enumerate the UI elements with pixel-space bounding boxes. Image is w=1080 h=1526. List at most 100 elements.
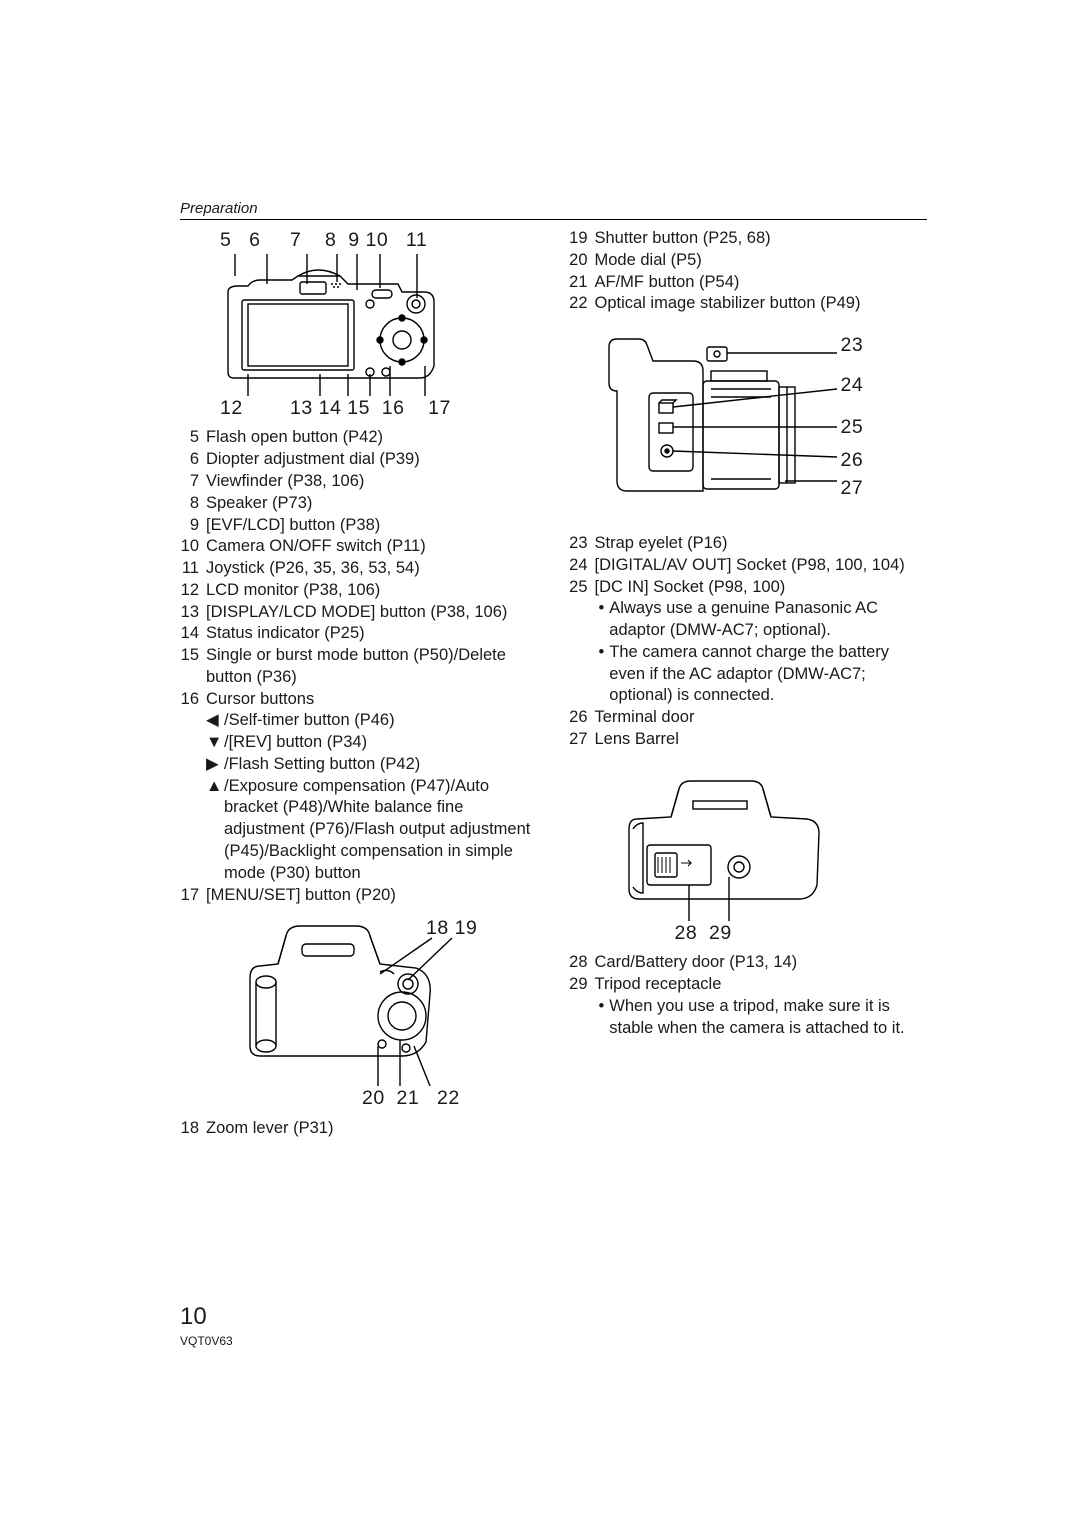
item-text: Flash open button (P42) [206, 427, 539, 449]
left-arrow-icon: ◀ [206, 710, 224, 732]
cursor-direction-text: /Self-timer button (P46) [224, 710, 395, 732]
parts-list-16: 16Cursor buttons [180, 689, 539, 711]
item-number: 21 [569, 272, 595, 294]
item-text: Shutter button (P25, 68) [595, 228, 928, 250]
item-number: 10 [180, 536, 206, 558]
camera-side-svg [599, 331, 859, 515]
list-item: 24[DIGITAL/AV OUT] Socket (P98, 100, 104… [569, 555, 928, 577]
item-text: Card/Battery door (P13, 14) [595, 952, 928, 974]
page-number: 10 [180, 1303, 207, 1331]
right-column: 19Shutter button (P25, 68)20Mode dial (P… [569, 228, 928, 1140]
cursor-direction-item: ◀/Self-timer button (P46) [180, 710, 539, 732]
cursor-direction-item: ▶/Flash Setting button (P42) [180, 754, 539, 776]
list-item: 7Viewfinder (P38, 106) [180, 471, 539, 493]
list-item: 10Camera ON/OFF switch (P11) [180, 536, 539, 558]
section-header: Preparation [180, 200, 927, 220]
item-text: Tripod receptacle [595, 974, 928, 996]
item-29-bullets: When you use a tripod, make sure it is s… [569, 996, 928, 1040]
item-text: Zoom lever (P31) [206, 1118, 539, 1140]
item-number: 24 [569, 555, 595, 577]
item-number: 20 [569, 250, 595, 272]
item-text: [DC IN] Socket (P98, 100) [595, 577, 928, 599]
list-item: 21AF/MF button (P54) [569, 272, 928, 294]
item-number: 15 [180, 645, 206, 689]
item-number: 5 [180, 427, 206, 449]
parts-list-19-22: 19Shutter button (P25, 68)20Mode dial (P… [569, 228, 928, 315]
diagram-labels-20-22: 20 21 22 [230, 1086, 539, 1112]
list-item: 19Shutter button (P25, 68) [569, 228, 928, 250]
sub-bullet-text: Always use a genuine Panasonic AC adapto… [609, 598, 927, 642]
sub-bullet: Always use a genuine Panasonic AC adapto… [595, 598, 928, 642]
two-column-layout: 5 6 7 8 9 10 11 [180, 228, 927, 1140]
item-text: Terminal door [595, 707, 928, 729]
label-23: 23 [841, 333, 864, 359]
item-number: 14 [180, 623, 206, 645]
list-item: 5Flash open button (P42) [180, 427, 539, 449]
down-arrow-icon: ▼ [206, 732, 224, 754]
item-text: Diopter adjustment dial (P39) [206, 449, 539, 471]
item-text: Speaker (P73) [206, 493, 539, 515]
item-text: [DIGITAL/AV OUT] Socket (P98, 100, 104) [595, 555, 928, 577]
diagram-labels-23-27: 23 24 25 26 27 [841, 333, 864, 502]
item-number: 13 [180, 602, 206, 624]
list-item: 27Lens Barrel [569, 729, 928, 751]
manual-page: Preparation 5 6 7 8 9 10 11 [0, 0, 1080, 1526]
diagram-labels-28-29: 28 29 [619, 921, 928, 947]
document-code: VQT0V63 [180, 1334, 233, 1348]
label-27: 27 [841, 476, 864, 502]
parts-list-23-24: 23Strap eyelet (P16)24[DIGITAL/AV OUT] S… [569, 533, 928, 577]
label-25: 25 [841, 415, 864, 441]
list-item: 9[EVF/LCD] button (P38) [180, 515, 539, 537]
right-arrow-icon: ▶ [206, 754, 224, 776]
list-item: 22Optical image stabilizer button (P49) [569, 293, 928, 315]
parts-list-25: 25[DC IN] Socket (P98, 100) [569, 577, 928, 599]
parts-list-26-27: 26Terminal door27Lens Barrel [569, 707, 928, 751]
item-number: 27 [569, 729, 595, 751]
up-arrow-icon: ▲ [206, 776, 224, 885]
item-text: Status indicator (P25) [206, 623, 539, 645]
list-item: 6Diopter adjustment dial (P39) [180, 449, 539, 471]
camera-side-diagram: 23 24 25 26 27 [569, 315, 928, 527]
label-26: 26 [841, 448, 864, 474]
list-item: 12LCD monitor (P38, 106) [180, 580, 539, 602]
camera-bottom-diagram: 28 29 [569, 751, 928, 947]
list-item: 15Single or burst mode button (P50)/Dele… [180, 645, 539, 689]
sub-bullet: The camera cannot charge the battery eve… [595, 642, 928, 707]
cursor-direction-text: /[REV] button (P34) [224, 732, 367, 754]
item-number: 9 [180, 515, 206, 537]
item-text: Joystick (P26, 35, 36, 53, 54) [206, 558, 539, 580]
item-number: 11 [180, 558, 206, 580]
parts-list-28: 28Card/Battery door (P13, 14) [569, 952, 928, 974]
item-text: [MENU/SET] button (P20) [206, 885, 539, 907]
item-number: 25 [569, 577, 595, 599]
diagram-labels-18-19: 18 19 [426, 916, 477, 942]
item-text: Viewfinder (P38, 106) [206, 471, 539, 493]
item-number: 16 [180, 689, 206, 711]
item-number: 23 [569, 533, 595, 555]
cursor-direction-text: /Exposure compensation (P47)/Auto bracke… [224, 776, 539, 885]
item-text: Camera ON/OFF switch (P11) [206, 536, 539, 558]
item-text: Optical image stabilizer button (P49) [595, 293, 928, 315]
camera-back-svg [220, 254, 450, 396]
item-number: 8 [180, 493, 206, 515]
sub-bullet-text: The camera cannot charge the battery eve… [609, 642, 927, 707]
list-item: 8Speaker (P73) [180, 493, 539, 515]
sub-bullet: When you use a tripod, make sure it is s… [595, 996, 928, 1040]
parts-list-18: 18Zoom lever (P31) [180, 1118, 539, 1140]
label-24: 24 [841, 373, 864, 399]
item-text: Mode dial (P5) [595, 250, 928, 272]
item-number: 22 [569, 293, 595, 315]
item-number: 29 [569, 974, 595, 996]
item-text: [EVF/LCD] button (P38) [206, 515, 539, 537]
camera-top-diagram: 18 19 20 21 22 [180, 906, 539, 1112]
diagram-top-labels: 5 6 7 8 9 10 11 [220, 228, 539, 254]
list-item: 26Terminal door [569, 707, 928, 729]
item-number: 26 [569, 707, 595, 729]
list-item: 20Mode dial (P5) [569, 250, 928, 272]
item-number: 18 [180, 1118, 206, 1140]
item-text: Strap eyelet (P16) [595, 533, 928, 555]
cursor-arrows-sublist: ◀/Self-timer button (P46)▼/[REV] button … [180, 710, 539, 884]
item-text: [DISPLAY/LCD MODE] button (P38, 106) [206, 602, 539, 624]
parts-list-17: 17[MENU/SET] button (P20) [180, 885, 539, 907]
item-25-bullets: Always use a genuine Panasonic AC adapto… [569, 598, 928, 707]
